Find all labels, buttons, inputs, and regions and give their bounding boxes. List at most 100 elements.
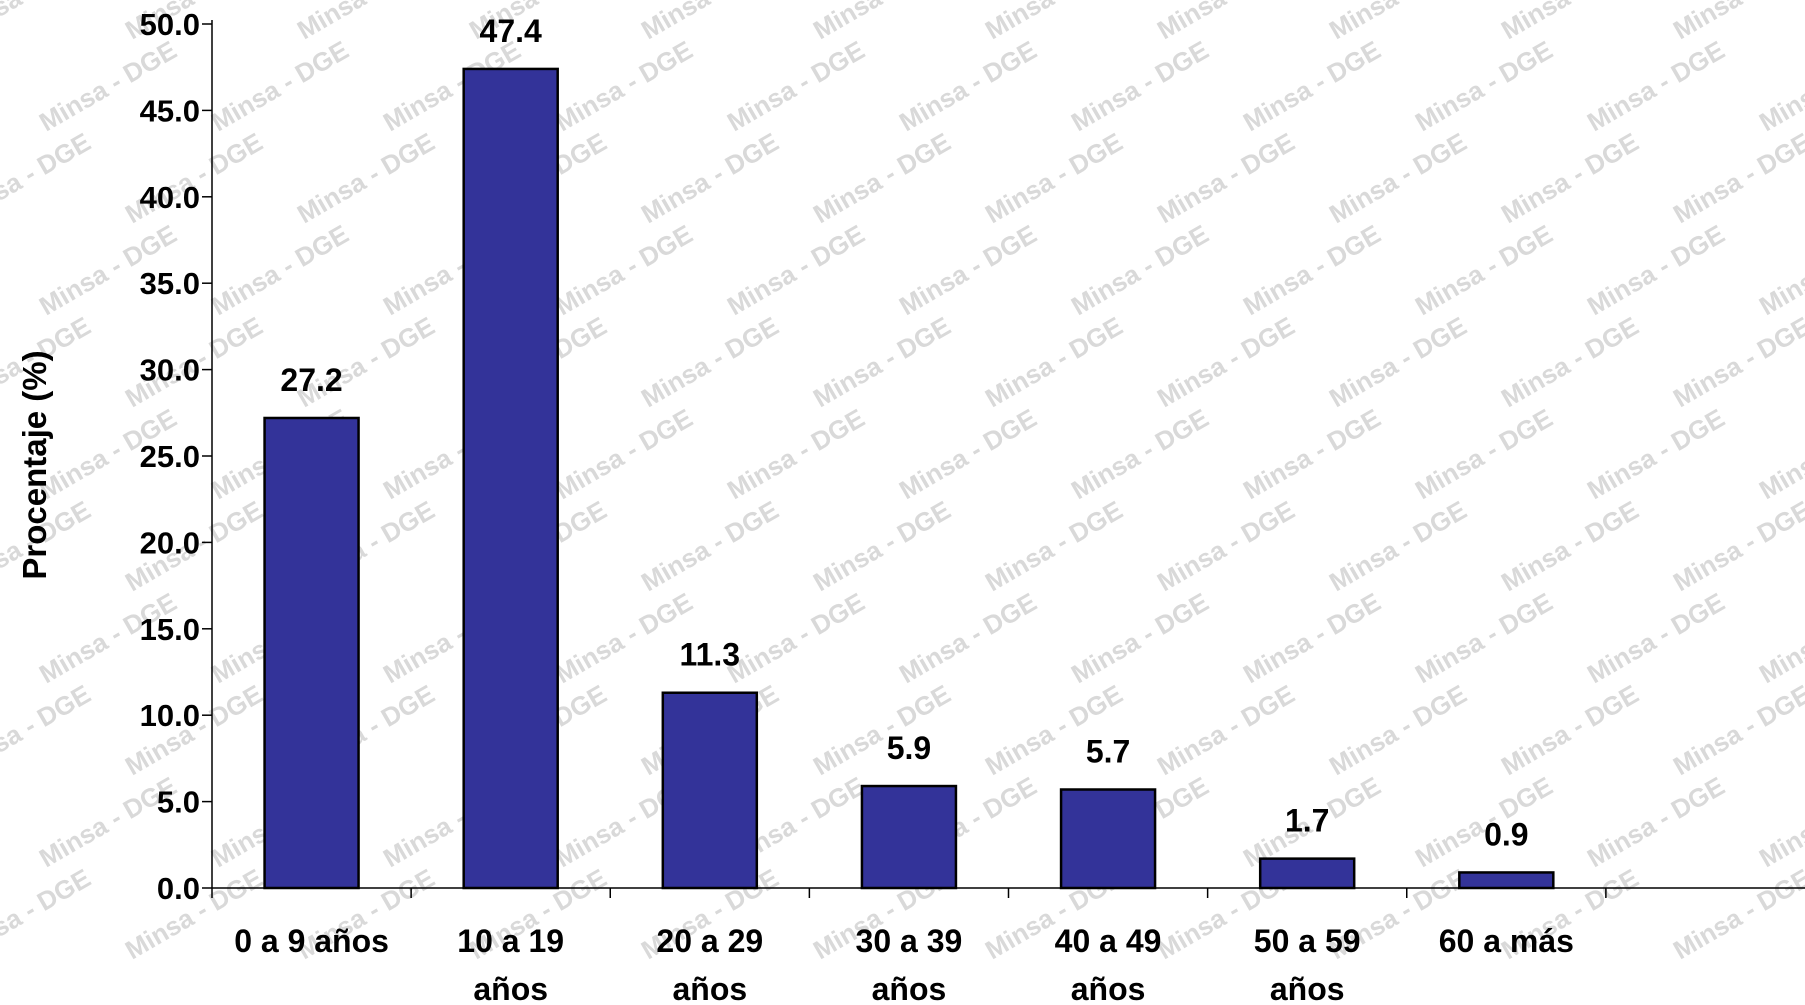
watermark-text: Minsa - DGE [1066, 403, 1214, 506]
watermark-text: Minsa - DGE [894, 219, 1042, 322]
bar [1059, 788, 1157, 890]
watermark-text: Minsa - DGE [1410, 35, 1558, 138]
watermark-text: Minsa - DGE [1066, 219, 1214, 322]
watermark-text: Minsa - DGE [894, 587, 1042, 690]
watermark-text: Minsa - DGE [636, 0, 784, 45]
watermark-text: Minsa - DGE [1668, 127, 1805, 230]
watermark-text: Minsa - DGE [894, 35, 1042, 138]
watermark-text: Minsa - DGE [1496, 311, 1644, 414]
data-label: 0.9 [1484, 816, 1528, 852]
watermark-text: Minsa - DGE [1754, 587, 1805, 690]
watermark-text: Minsa - DGE [808, 679, 956, 782]
y-tick-label: 40.0 [140, 180, 200, 215]
x-category-label: años [872, 971, 947, 1005]
watermark-text: Minsa - DGE [1152, 0, 1300, 45]
watermark-text: Minsa - DGE [1496, 495, 1644, 598]
watermark-text: Minsa - DGE [1582, 35, 1730, 138]
watermark-text: Minsa - DGE [1410, 403, 1558, 506]
watermark-text: Minsa - DGE [1754, 771, 1805, 874]
data-label: 47.4 [480, 13, 542, 49]
watermark-text: Minsa - DGE [1066, 35, 1214, 138]
watermark-text: Minsa - DGE [980, 0, 1128, 45]
watermark-text: Minsa - DGE [722, 587, 870, 690]
watermark-text: Minsa - DGE [550, 587, 698, 690]
data-label: 5.7 [1086, 734, 1130, 770]
watermark-text: Minsa - DGE [206, 35, 354, 138]
watermark-text: Minsa - DGE [636, 495, 784, 598]
watermark-text: Minsa - DGE [1668, 679, 1805, 782]
data-label: 5.9 [887, 730, 931, 766]
watermark-text: Minsa - DGE [722, 403, 870, 506]
watermark-text: Minsa - DGE [1152, 495, 1300, 598]
watermark-text: Minsa - DGE [808, 495, 956, 598]
x-category-label: 0 a 9 años [234, 923, 389, 959]
watermark-text: Minsa - DGE [894, 403, 1042, 506]
bar [860, 784, 958, 890]
data-label: 1.7 [1285, 803, 1329, 839]
watermark-text: Minsa - DGE [722, 219, 870, 322]
watermark-text: Minsa - DGE [1496, 679, 1644, 782]
data-label: 27.2 [280, 362, 342, 398]
labels: 0.0 5.0 10.0 15.0 20.0 25.0 30.0 35.0 40.0 45.0 50… [140, 7, 1574, 1005]
x-category-label: 60 a más [1439, 923, 1574, 959]
watermark-text: Minsa - DGE [1152, 311, 1300, 414]
x-category-label: años [1071, 971, 1146, 1005]
watermark-text: Minsa - DGE [0, 679, 96, 782]
watermark-text: Minsa - DGE [292, 127, 440, 230]
watermark-text: Minsa - DGE [636, 311, 784, 414]
watermark-text: Minsa - DGE [1668, 495, 1805, 598]
x-category-label: años [1270, 971, 1345, 1005]
watermark-text: Minsa - DGE [1582, 219, 1730, 322]
watermark-text: Minsa - DGE [1238, 403, 1386, 506]
watermark-text: Minsa - DGE [0, 863, 96, 966]
watermark-text: Minsa - DGE [1582, 403, 1730, 506]
watermark-text: Minsa - DGE [1754, 403, 1805, 506]
watermark-text: Minsa - DGE [1754, 35, 1805, 138]
x-category-label: 10 a 19 [457, 923, 564, 959]
y-tick-label: 0.0 [157, 871, 200, 906]
bar [1258, 857, 1356, 890]
x-category-label: 20 a 29 [656, 923, 763, 959]
y-tick-label: 30.0 [140, 353, 200, 388]
watermark-text: Minsa - DGE [0, 0, 96, 45]
watermark-text: Minsa - DGE [1582, 771, 1730, 874]
watermark-text: Minsa - DGE [1238, 219, 1386, 322]
watermark-text: Minsa - DGE [808, 0, 956, 45]
x-category-label: años [672, 971, 747, 1005]
watermark-text: Minsa - DGE [0, 127, 96, 230]
watermark-text: Minsa - DGE [1410, 587, 1558, 690]
watermark-text: Minsa - DGE [1582, 587, 1730, 690]
y-axis-title: Procentaje (%) [16, 350, 53, 579]
watermark-text: Minsa - DGE [1324, 0, 1472, 45]
watermark-text: Minsa - DGE [1152, 679, 1300, 782]
watermark-text: Minsa - DGE [550, 35, 698, 138]
data-label: 11.3 [680, 637, 741, 673]
bar [661, 691, 759, 890]
y-tick-label: 15.0 [140, 612, 200, 647]
watermark-text: Minsa - DGE [1668, 863, 1805, 966]
bar [1458, 871, 1555, 890]
watermark-text: Minsa - DGE [636, 127, 784, 230]
watermark-text: Minsa - DGE [722, 35, 870, 138]
watermark-text: Minsa - DGE [206, 219, 354, 322]
watermark-text: Minsa - DGE [1668, 311, 1805, 414]
watermark-text: Minsa - DGE [1496, 127, 1644, 230]
watermark-text: Minsa - DGE [980, 127, 1128, 230]
bar [462, 67, 559, 890]
y-tick-label: 45.0 [140, 93, 200, 128]
y-tick-label: 25.0 [140, 439, 200, 474]
watermark-text: Minsa - DGE [808, 311, 956, 414]
watermark-text: Minsa - DGE [1496, 0, 1644, 45]
watermark-text: Minsa - DGE [550, 403, 698, 506]
watermark-text: Minsa - DGE [550, 219, 698, 322]
watermark-text: Minsa - DGE [980, 311, 1128, 414]
bar [263, 416, 360, 890]
y-tick-label: 5.0 [157, 785, 200, 820]
y-tick-label: 20.0 [140, 525, 200, 560]
watermark-text: Minsa - DGE [1238, 587, 1386, 690]
watermark-text: Minsa - DGE [1066, 587, 1214, 690]
y-tick-label: 35.0 [140, 266, 200, 301]
watermark-text: Minsa - DGE [1324, 495, 1472, 598]
watermark-text: Minsa - DGE [1152, 127, 1300, 230]
